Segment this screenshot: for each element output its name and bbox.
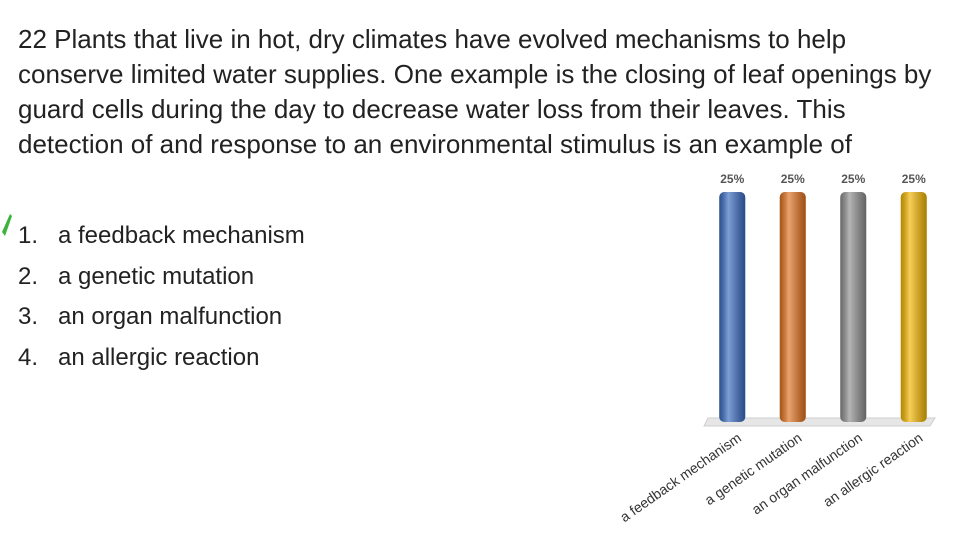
- bar: [900, 192, 927, 422]
- question-number: 22: [18, 24, 47, 54]
- question: 22 Plants that live in hot, dry climates…: [18, 22, 948, 162]
- question-text: Plants that live in hot, dry climates ha…: [18, 24, 932, 159]
- value-label: 25%: [781, 172, 805, 186]
- option-number: 2.: [18, 262, 39, 290]
- option: 2. a genetic mutation: [18, 263, 305, 304]
- option-number: 3.: [18, 303, 39, 330]
- options: 1. a feedback mechanism 2. a genetic mutati…: [18, 222, 305, 384]
- option: 3. an organ malfunction: [18, 303, 305, 344]
- value-label: 25%: [902, 172, 926, 186]
- bar: [779, 192, 806, 422]
- option-text: a genetic mutation: [58, 262, 255, 290]
- value-label: 25%: [720, 172, 744, 186]
- option-text: an allergic reaction: [58, 343, 260, 371]
- option: 4. an allergic reaction: [18, 344, 305, 385]
- x-tick-label: a feedback mechanism: [617, 429, 744, 525]
- correct-check: [2, 214, 12, 236]
- bar: [719, 192, 746, 422]
- x-tick-label: an organ malfunction: [749, 429, 865, 517]
- option: 1. a feedback mechanism: [18, 222, 305, 263]
- option-number: 4.: [18, 343, 39, 371]
- x-tick-label: an allergic reaction: [820, 429, 925, 510]
- value-label: 25%: [841, 172, 865, 186]
- option-number: 1.: [18, 222, 39, 249]
- bar: [840, 192, 867, 422]
- option-text: a feedback mechanism: [58, 222, 305, 249]
- option-text: an organ malfunction: [58, 303, 283, 330]
